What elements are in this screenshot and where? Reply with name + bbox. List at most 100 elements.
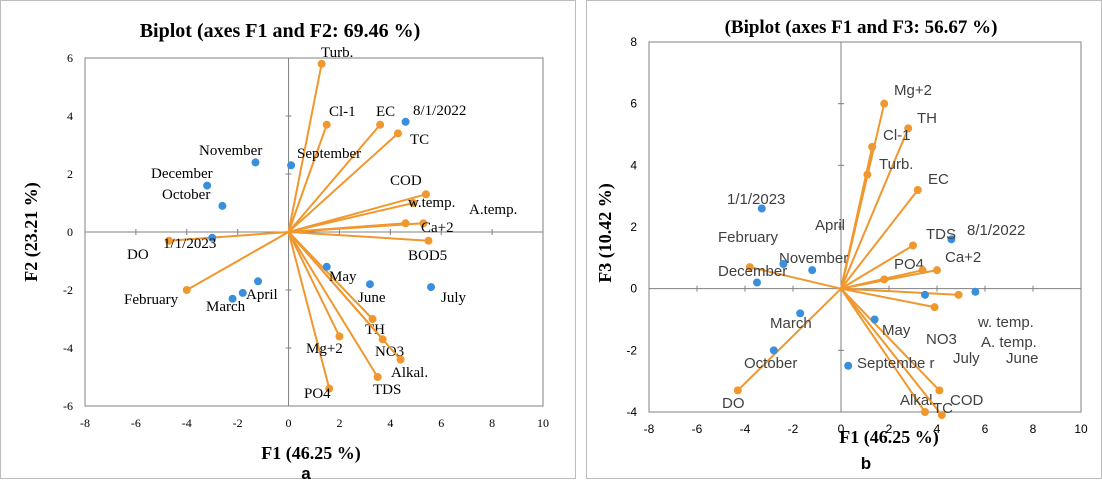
observation-point-march: [796, 309, 805, 318]
vector-tip-ca-2: [401, 219, 410, 228]
x-tick-label: -2: [233, 416, 243, 430]
vector-tip-february: [182, 286, 191, 294]
extra-label-june: June: [1006, 350, 1039, 367]
vector-label-turb: Turb.: [879, 156, 913, 173]
y-tick-label: 8: [630, 35, 637, 49]
vector-po4: [287, 231, 331, 389]
x-tick-label: 6: [982, 422, 989, 436]
vector-tip-unnamed: [930, 303, 939, 312]
observation-point-december: [203, 181, 212, 190]
vector-tip-do: [733, 386, 742, 395]
vector-tc: [840, 288, 943, 416]
vector-tc: [287, 132, 399, 233]
observation-label-november: November: [199, 143, 262, 159]
vector-label-mg-2: Mg+2: [306, 341, 343, 357]
observation-label-8-1-2022: 8/1/2022: [413, 103, 466, 119]
vector-cod: [840, 287, 941, 392]
vector-label-cod: COD: [390, 173, 422, 189]
vector-tip-alkal: [921, 408, 929, 416]
chart-title: Biplot (axes F1 and F2: 69.46 %): [140, 20, 421, 42]
y-tick-label: 4: [630, 158, 637, 172]
x-tick-label: -8: [80, 416, 90, 430]
vector-tip-bod5: [424, 236, 433, 245]
x-tick-label: -4: [740, 422, 751, 436]
y-tick-label: 6: [630, 97, 637, 111]
biplot-f1-f3-chart: -8 -6 -4 -2 0 2 4 6 8 10 -4 -2 0 2 4 6 8 (Biplot (axes F1…: [595, 17, 1088, 473]
panel-sublabel: a: [301, 464, 311, 480]
vector-label-do: DO: [127, 247, 149, 263]
observation-label-march: March: [206, 299, 246, 315]
vector-ca-2: [288, 222, 406, 233]
vector-tip-do: [164, 236, 173, 245]
vector-turb: [287, 63, 323, 233]
vector-tip-turb: [317, 59, 326, 68]
x-tick-label: 8: [489, 416, 495, 430]
vector-tds: [287, 231, 379, 378]
vector-ec: [840, 189, 919, 290]
x-tick-label: -6: [131, 416, 141, 430]
extra-label-ca-2: Ca+2: [945, 249, 981, 266]
vector-label-bod5: BOD5: [408, 248, 447, 264]
vector-tip-w-temp: [409, 199, 418, 207]
vector-mg-2: [287, 231, 341, 337]
observation-label-april: April: [246, 287, 278, 303]
vector-label-a-temp: A.temp.: [469, 202, 517, 218]
vector-tip-unnamed: [918, 266, 927, 275]
x-tick-label: 4: [934, 422, 941, 436]
observation-label-october: October: [162, 187, 210, 203]
x-axis-label: F1 (46.25 %): [261, 443, 360, 464]
vector-label-turb: Turb.: [321, 45, 353, 61]
vector-cl-1: [287, 124, 328, 233]
vector-label-ca-2: Ca+2: [421, 220, 454, 236]
vector-label-po4: PO4: [304, 386, 331, 402]
x-tick-label: 6: [438, 416, 444, 430]
vector-tip-cod: [935, 386, 944, 395]
observation-point-8-1-2022: [947, 235, 956, 244]
vector-unnamed: [840, 244, 914, 290]
vector-label-tc: TC: [933, 400, 953, 417]
biplot-f1-f2-chart: -8 -6 -4 -2 0 2 4 6 8 10 -6 -4 -2 0 2 4 6 Biplot (axes F1…: [21, 20, 549, 480]
x-tick-label: 2: [886, 422, 893, 436]
vector-tip-th: [904, 124, 913, 133]
vector-label-alkal: Alkal.: [391, 365, 428, 381]
y-tick-label: 6: [67, 51, 73, 65]
observation-point-unnamed: [228, 294, 237, 303]
observation-label-may: May: [882, 322, 911, 339]
x-tick-label: 10: [537, 416, 549, 430]
panel-sublabel: b: [861, 454, 871, 473]
biplot-f1-f2-panel: -8 -6 -4 -2 0 2 4 6 8 10 -6 -4 -2 0 2 4 6 Biplot (axes F1…: [0, 0, 576, 480]
vector-tip-unnamed: [745, 263, 754, 272]
vector-tip-turb: [863, 170, 872, 179]
observation-label-march: March: [770, 315, 812, 332]
x-tick-label: -2: [788, 422, 799, 436]
extra-label-april: April: [815, 217, 845, 234]
vector-w-temp: [288, 202, 414, 233]
y-tick-label: -2: [63, 283, 73, 297]
y-tick-label: 2: [67, 167, 73, 181]
vector-label-po4: PO4: [894, 256, 924, 273]
vector-label-cod: COD: [950, 392, 984, 409]
vector-label-february: February: [124, 292, 179, 308]
vector-tip-alkal: [396, 355, 405, 364]
x-tick-label: 8: [1030, 422, 1037, 436]
vector-tip-tc: [937, 411, 946, 420]
chart-title: (Biplot (axes F1 and F3: 56.67 %): [725, 17, 998, 38]
vector-tip-mg-2: [335, 332, 344, 341]
vector-tip-tds: [373, 373, 382, 381]
observation-point-may: [322, 262, 331, 271]
observation-label-october: October: [744, 355, 797, 372]
observation-point-unnamed: [921, 290, 929, 299]
x-tick-label: -8: [644, 422, 655, 436]
x-axis-label: F1 (46.25 %): [839, 427, 938, 448]
observation-point-july: [427, 283, 436, 292]
observation-point-november: [808, 266, 817, 275]
vector-tip-cl-1: [868, 142, 877, 151]
observation-point-8-1-2022: [401, 117, 410, 126]
vector-tip-po4: [325, 384, 334, 393]
extra-label-a-temp: A. temp.: [981, 334, 1037, 351]
observation-label-november: November: [779, 250, 848, 267]
observation-label-december: December: [151, 166, 213, 182]
vector-label-tds: TDS: [373, 382, 401, 398]
observation-point-march: [238, 288, 247, 297]
vector-unnamed: [840, 287, 935, 309]
